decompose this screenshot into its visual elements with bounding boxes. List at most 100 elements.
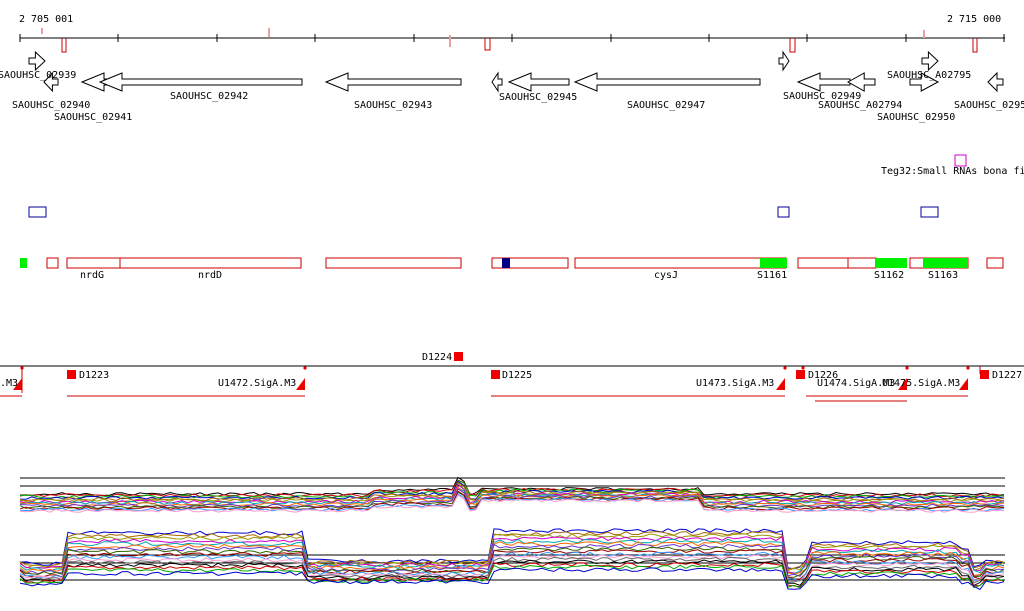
gene-arrow-right[interactable] [909, 72, 940, 92]
feature-box-blue[interactable] [920, 206, 939, 218]
expression-profile-upper [19, 494, 1005, 513]
expression-profile-lower [19, 556, 1005, 584]
feature-box-blue[interactable] [777, 206, 790, 218]
expression-profile-lower [19, 541, 1005, 576]
expression-profile-upper [19, 479, 1005, 499]
expression-profile-lower [19, 533, 1005, 572]
operon-box[interactable] [66, 257, 121, 269]
tu-label[interactable]: U1475.SigA.M3 [882, 378, 961, 389]
tu-label[interactable]: U1473.SigA.M3 [696, 378, 775, 389]
gene-arrow-right[interactable] [778, 50, 790, 72]
expression-profile-lower [19, 543, 1005, 577]
gene-arrow-left[interactable] [98, 72, 303, 92]
gene-label[interactable]: SAOUHSC_0295 [954, 100, 1024, 111]
gene-label[interactable]: SAOUHSC_02939 [0, 70, 77, 81]
promoter-marker[interactable] [980, 370, 989, 379]
operon-green-block[interactable] [760, 258, 787, 268]
operon-label[interactable]: nrdD [198, 270, 223, 281]
tu-label[interactable]: U1472.SigA.M3 [218, 378, 297, 389]
tu-label[interactable]: .M3 [0, 378, 19, 389]
operon-label[interactable]: S1161 [757, 270, 788, 281]
tu-start-dot [783, 366, 787, 370]
terminator-marker[interactable] [776, 378, 785, 390]
expression-profile-lower [19, 538, 1005, 575]
terminator-marker[interactable] [959, 378, 968, 390]
tu-start-dot [303, 366, 307, 370]
operon-green-block[interactable] [875, 258, 907, 268]
terminator-marker[interactable] [296, 378, 305, 390]
tu-start-dot [966, 366, 970, 370]
operon-box[interactable] [46, 257, 59, 269]
expression-profile-lower [19, 567, 1005, 591]
small-rna-box[interactable] [954, 154, 967, 167]
operon-dark-block[interactable] [502, 258, 510, 268]
gene-arrow-left[interactable] [491, 71, 503, 93]
operon-green-block[interactable] [923, 258, 968, 268]
gene-label[interactable]: SAOUHSC_02940 [12, 100, 91, 111]
ruler-site-marker [972, 38, 978, 53]
expression-profile-upper [19, 493, 1005, 512]
operon-box[interactable] [986, 257, 1004, 269]
terminator-marker[interactable] [13, 378, 22, 390]
tu-label[interactable]: U1474.SigA.M3 [817, 378, 896, 389]
promoter-label[interactable]: D1225 [502, 370, 533, 381]
promoter-label[interactable]: D1227 [992, 370, 1023, 381]
gene-label[interactable]: SAOUHSC_02950 [877, 112, 956, 123]
expression-profile-lower [19, 554, 1005, 584]
gene-arrow-left[interactable] [987, 71, 1004, 93]
gene-label[interactable]: SAOUHSC_02945 [499, 92, 578, 103]
gene-label[interactable]: SAOUHSC_02941 [54, 112, 133, 123]
axis-start-label: 2 705 001 [19, 14, 74, 25]
gene-arrow-left[interactable] [573, 72, 761, 92]
gene-label[interactable]: SAOUHSC_02942 [170, 91, 249, 102]
gene-label[interactable]: SAOUHSC_A02795 [887, 70, 972, 81]
operon-label[interactable]: cysJ [654, 270, 679, 281]
gene-arrow-left[interactable] [43, 71, 59, 93]
operon-label[interactable]: S1163 [928, 270, 959, 281]
operon-box[interactable] [491, 257, 569, 269]
gene-arrow-left[interactable] [507, 72, 570, 92]
expression-profile-lower [19, 551, 1005, 582]
ruler-site-marker [789, 38, 796, 53]
gene-label[interactable]: SAOUHSC_02949 [783, 91, 862, 102]
operon-box[interactable] [574, 257, 787, 269]
expression-profile-lower [19, 546, 1005, 578]
operon-box[interactable] [325, 257, 462, 269]
feature-box-blue[interactable] [28, 206, 47, 218]
gene-arrow-left[interactable] [796, 72, 851, 92]
promoter-label[interactable]: D1224 [422, 352, 453, 363]
gene-arrow-right[interactable] [921, 50, 939, 72]
gene-arrow-left[interactable] [324, 72, 462, 92]
operon-box[interactable] [797, 257, 849, 269]
expression-profile-upper [19, 487, 1005, 506]
expression-profile-lower [19, 562, 1005, 588]
gene-label[interactable]: SAOUHSC_02943 [354, 100, 433, 111]
operon-label[interactable]: S1162 [874, 270, 905, 281]
operon-box[interactable] [119, 257, 302, 269]
expression-profile-lower [19, 549, 1005, 580]
ruler-site-marker [61, 38, 67, 53]
promoter-marker[interactable] [454, 352, 463, 361]
promoter-marker[interactable] [67, 370, 76, 379]
expression-profile-upper [19, 476, 1005, 496]
promoter-marker[interactable] [491, 370, 500, 379]
terminator-marker[interactable] [898, 378, 907, 390]
expression-profile-upper [19, 482, 1005, 503]
operon-box[interactable] [847, 257, 877, 269]
promoter-marker[interactable] [796, 370, 805, 379]
small-rna-label[interactable]: Teg32:Small RNAs bona fi [881, 166, 1024, 177]
gene-arrow-left[interactable] [846, 72, 876, 92]
expression-profile-lower [19, 535, 1005, 574]
gene-label[interactable]: SAOUHSC_A02794 [818, 100, 903, 111]
promoter-label[interactable]: D1226 [808, 370, 839, 381]
operon-green-block[interactable] [20, 258, 27, 268]
gene-arrow-right[interactable] [28, 50, 46, 72]
tu-start-dot [905, 366, 909, 370]
expression-profile-upper [19, 486, 1005, 507]
promoter-label[interactable]: D1223 [79, 370, 110, 381]
gene-label[interactable]: SAOUHSC_02947 [627, 100, 706, 111]
operon-label[interactable]: nrdG [80, 270, 105, 281]
expression-profile-lower [19, 528, 1005, 570]
